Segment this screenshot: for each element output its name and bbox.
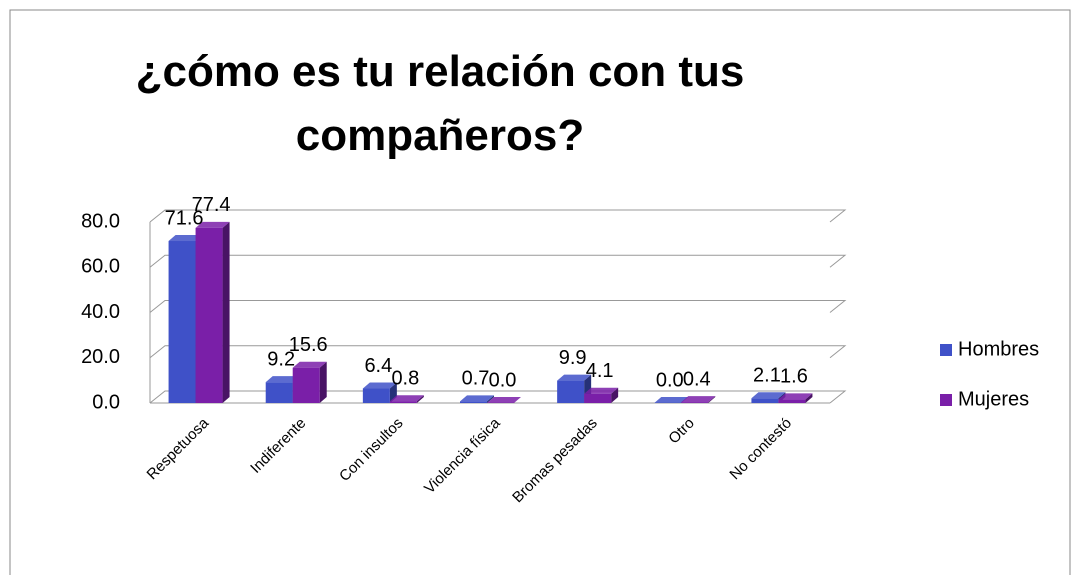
bar — [460, 401, 487, 403]
bar-top — [389, 395, 424, 402]
bar-side — [708, 396, 716, 403]
bar-top — [778, 393, 813, 400]
grid-line — [149, 209, 847, 223]
y-tick-label: 80.0 — [81, 210, 120, 232]
bar — [751, 398, 779, 403]
data-label: 2.1 — [753, 365, 781, 387]
bar — [584, 393, 612, 403]
bar-top — [751, 392, 786, 399]
x-tick-label: No contestó — [726, 415, 795, 484]
data-label: 9.9 — [559, 347, 587, 369]
grid-line — [149, 254, 847, 268]
chart-title: ¿cómo es tu relación con tus compañeros? — [135, 47, 745, 160]
bar — [265, 382, 293, 403]
bar-side — [611, 387, 619, 403]
data-label: 0.0 — [656, 369, 684, 391]
bar-top — [654, 397, 689, 403]
data-label: 6.4 — [364, 355, 392, 377]
bar-top — [265, 376, 300, 383]
y-tick-label: 0.0 — [92, 391, 120, 413]
grid-line — [149, 300, 847, 313]
bar-top — [460, 395, 494, 402]
bar — [778, 399, 806, 403]
bar-top — [292, 361, 327, 368]
data-label: 1.6 — [780, 366, 808, 388]
bar-top — [557, 374, 592, 381]
data-label: 71.6 — [165, 207, 204, 229]
bar-top — [362, 382, 397, 389]
bar — [681, 402, 709, 403]
bar — [389, 401, 417, 403]
bar-side — [805, 393, 813, 403]
x-tick-label: Indiferente — [247, 415, 309, 477]
bar-side — [416, 395, 424, 403]
legend-label: Hombres — [958, 338, 1039, 360]
bar-top — [584, 387, 619, 394]
x-tick-label: Con insultos — [336, 415, 406, 485]
bar-side — [222, 221, 230, 403]
data-label: 15.6 — [289, 334, 328, 356]
data-label: 0.0 — [489, 369, 517, 391]
data-label: 0.7 — [462, 368, 490, 390]
data-label: 77.4 — [192, 194, 231, 216]
legend-label: Mujeres — [958, 388, 1029, 410]
bar-top — [487, 397, 521, 403]
x-tick-label: Otro — [665, 415, 698, 448]
bar-top — [681, 396, 716, 403]
data-label: 9.2 — [267, 348, 295, 370]
data-label: 0.4 — [683, 368, 711, 390]
bar-top — [195, 221, 230, 228]
data-label: 4.1 — [586, 360, 614, 382]
bar-side — [487, 395, 494, 403]
legend-swatch — [940, 344, 952, 356]
bar-side — [319, 361, 327, 403]
y-tick-label: 60.0 — [81, 256, 120, 278]
data-label: 0.8 — [391, 367, 419, 389]
x-tick-label: Bromas pesadas — [509, 415, 601, 507]
x-tick-label: Violencia física — [421, 414, 504, 497]
bar — [292, 367, 320, 403]
bar — [195, 227, 223, 403]
bar — [557, 380, 585, 403]
legend-swatch — [940, 394, 952, 406]
bar-top — [168, 235, 203, 242]
y-tick-label: 40.0 — [81, 301, 120, 323]
grid-line — [149, 345, 847, 359]
bar — [362, 388, 390, 403]
x-tick-label: Respetuosa — [144, 414, 213, 483]
grid-line — [149, 390, 847, 404]
y-tick-label: 20.0 — [81, 346, 120, 368]
bar — [168, 241, 196, 403]
chart-border — [9, 9, 1071, 575]
